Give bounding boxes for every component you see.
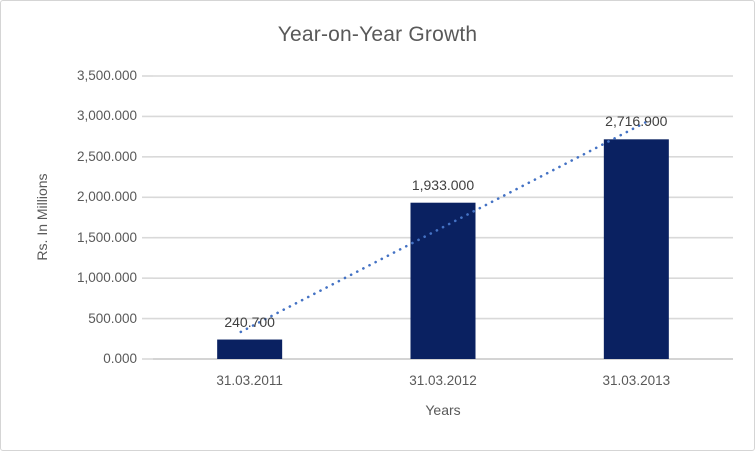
y-tick-label: 3,500.000 — [76, 68, 137, 83]
x-tick-label: 31.03.2011 — [216, 373, 283, 388]
chart-title: Year-on-Year Growth — [277, 23, 478, 46]
y-tick-label: 2,500.000 — [76, 148, 137, 164]
y-tick-label: 2,000.000 — [76, 189, 137, 205]
y-axis-title: Rs. In Millions — [34, 173, 50, 261]
trendline — [239, 121, 647, 334]
x-tick-label: 31.03.2012 — [409, 373, 477, 388]
y-tick-label: 1,000.000 — [76, 270, 137, 286]
x-axis-title: Years — [425, 402, 461, 418]
bar-31.03.2011 — [217, 339, 283, 359]
data-label: 1,933.000 — [411, 176, 475, 193]
y-tick-label: 1,500.000 — [76, 229, 137, 245]
data-label: 2,716.900 — [605, 113, 668, 130]
data-label: 240.700 — [224, 313, 275, 330]
x-tick-label: 31.03.2013 — [602, 373, 671, 388]
y-tick-label: 500.000 — [88, 310, 137, 326]
y-tick-label: 3,000.000 — [76, 108, 137, 124]
bar-31.03.2013 — [603, 139, 669, 359]
y-tick-label: 0.000 — [103, 351, 137, 366]
bar-31.03.2012 — [410, 202, 476, 359]
